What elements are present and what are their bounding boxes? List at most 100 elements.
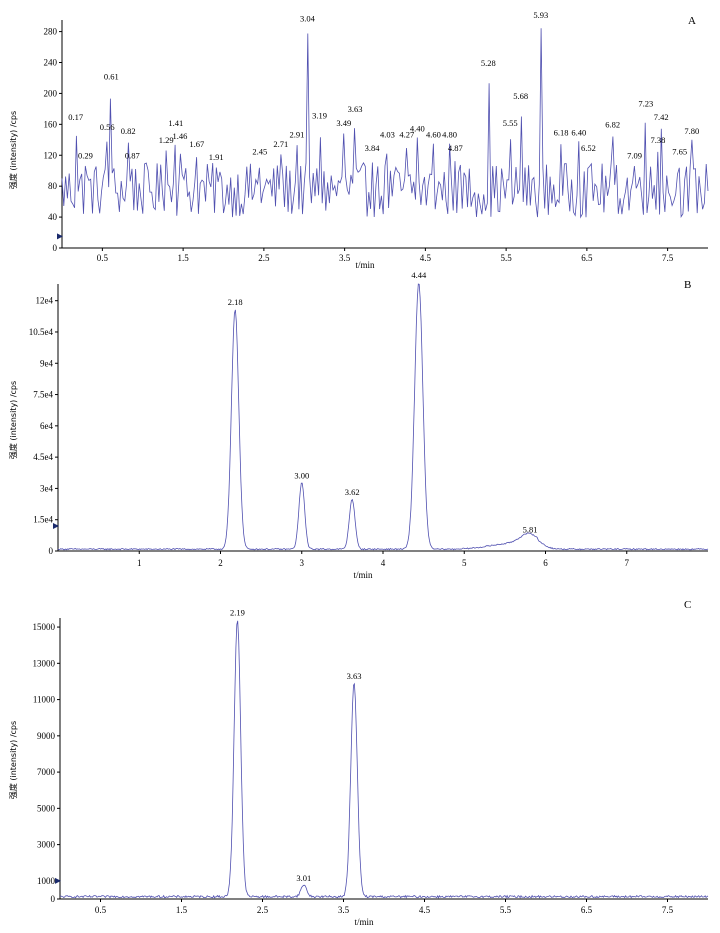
peak-label: 5.55 [503, 118, 518, 128]
chart-panel-c: 0 1000 3000 5000 7000 9000 11000 13000 15000 0.5 1… [8, 599, 709, 927]
panel-label: B [684, 279, 691, 291]
y-tick-label: 80 [48, 181, 58, 191]
peak-label: 5.28 [481, 58, 496, 68]
peak-label: 4.44 [411, 270, 427, 280]
y-tick-label: 13000 [33, 658, 56, 668]
peak-label: 3.04 [300, 14, 316, 24]
x-tick-label: 2 [218, 558, 223, 568]
y-tick-label: 3e4 [40, 483, 53, 493]
y-tick-label: 120 [44, 150, 58, 160]
peak-label: 0.87 [125, 151, 140, 161]
peak-label: 1.41 [168, 118, 183, 128]
y-tick-label: 3000 [37, 840, 56, 850]
chart-panel-b: 0 1.5e4 3e4 4.5e4 6e4 7.5e4 9e4 10.5e4 12e4 1 2 3 4 5… [8, 270, 709, 580]
x-tick-label: 5 [462, 558, 467, 568]
peak-label: 5.81 [523, 524, 538, 534]
y-tick-label: 1.5e4 [33, 515, 53, 525]
y-tick-label: 6e4 [40, 421, 53, 431]
y-axis-label: 强度 (intensity) /cps [8, 381, 18, 459]
peak-label: 6.82 [605, 120, 620, 130]
peak-label: 3.49 [336, 118, 351, 128]
chromatogram-trace [57, 283, 709, 551]
peak-label: 2.91 [290, 130, 305, 140]
chart-panel-a: 0 40 80 120 160 200 240 280 0.5 1.5 2.5 3.5 4.5 5.5 6.… [8, 10, 709, 270]
peak-label: 2.19 [230, 608, 245, 618]
peak-label: 5.68 [513, 91, 528, 101]
y-tick-label: 0 [49, 546, 54, 556]
peak-label: 0.17 [68, 112, 83, 122]
x-tick-label: 4.5 [419, 905, 431, 915]
peak-label: 2.45 [252, 147, 267, 157]
peak-label: 1.29 [159, 135, 174, 145]
peak-label: 7.65 [672, 147, 687, 157]
x-tick-label: 0.5 [97, 253, 109, 263]
peak-label: 1.67 [189, 139, 204, 149]
panel-label: A [688, 15, 696, 27]
y-tick-label: 200 [44, 88, 58, 98]
y-tick-label: 4.5e4 [33, 452, 53, 462]
peak-label: 0.82 [121, 126, 136, 136]
peak-label: 4.03 [380, 130, 395, 140]
x-tick-label: 5.5 [501, 253, 513, 263]
x-tick-label: 0.5 [95, 905, 107, 915]
y-tick-label: 7000 [37, 767, 56, 777]
peak-label: 7.80 [684, 126, 699, 136]
x-axis-label: t/min [353, 570, 373, 580]
x-tick-label: 2.5 [258, 253, 270, 263]
peak-label: 1.46 [172, 131, 187, 141]
y-tick-label: 0 [53, 243, 58, 253]
x-axis-label: t/min [354, 917, 374, 927]
x-axis-label: t/min [355, 260, 375, 270]
peak-label: 3.84 [365, 143, 381, 153]
y-tick-label: 9000 [37, 731, 56, 741]
peak-label: 0.56 [100, 122, 115, 132]
y-tick-label: 11000 [33, 695, 56, 705]
x-tick-label: 6.5 [581, 905, 593, 915]
peak-label: 6.40 [571, 127, 586, 137]
y-tick-label: 240 [44, 58, 58, 68]
y-tick-label: 7.5e4 [33, 390, 53, 400]
x-tick-label: 3.5 [339, 253, 351, 263]
peak-label: 4.60 [426, 130, 441, 140]
y-tick-label: 12e4 [36, 296, 54, 306]
chromatogram-trace [60, 620, 709, 899]
x-tick-label: 7.5 [662, 253, 674, 263]
peak-label: 7.42 [654, 112, 669, 122]
baseline-marker-icon [53, 522, 59, 529]
peak-label: 3.19 [312, 110, 327, 120]
peak-label: 4.87 [448, 143, 463, 153]
x-tick-label: 3 [300, 558, 305, 568]
peak-label: 2.18 [228, 297, 243, 307]
peak-label: 4.80 [442, 130, 457, 140]
y-tick-label: 10.5e4 [29, 327, 54, 337]
x-tick-label: 1.5 [176, 905, 188, 915]
x-tick-label: 7 [625, 558, 630, 568]
x-tick-label: 1.5 [178, 253, 190, 263]
y-tick-label: 15000 [33, 622, 56, 632]
peak-label: 0.61 [104, 72, 119, 82]
panel-label: C [684, 599, 691, 611]
x-tick-label: 3.5 [338, 905, 350, 915]
y-tick-label: 40 [48, 212, 58, 222]
x-tick-label: 1 [137, 558, 142, 568]
peak-label: 6.18 [554, 127, 569, 137]
peak-label: 3.01 [296, 873, 311, 883]
y-tick-label: 5000 [37, 803, 56, 813]
y-axis-label: 强度 (intensity) /cps [8, 721, 18, 799]
peak-label: 3.63 [347, 671, 362, 681]
peak-label: 7.38 [650, 135, 665, 145]
x-tick-label: 2.5 [257, 905, 269, 915]
x-tick-label: 6 [543, 558, 548, 568]
peak-label: 4.27 [399, 130, 414, 140]
x-tick-label: 6.5 [581, 253, 593, 263]
y-tick-label: 9e4 [40, 358, 53, 368]
peak-label: 0.29 [78, 151, 93, 161]
baseline-marker-icon [57, 233, 63, 240]
peak-label: 3.63 [348, 104, 363, 114]
x-tick-label: 5.5 [500, 905, 512, 915]
y-tick-label: 160 [44, 119, 58, 129]
peak-label: 4.40 [410, 123, 425, 133]
x-tick-label: 4 [381, 558, 386, 568]
x-tick-label: 4.5 [420, 253, 432, 263]
